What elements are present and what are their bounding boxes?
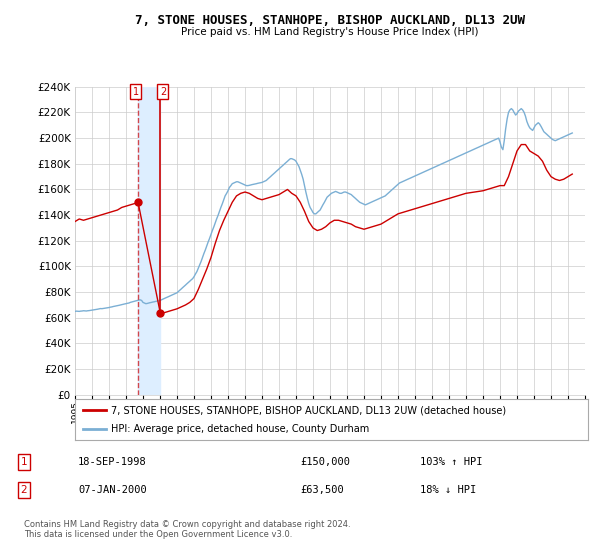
Text: Contains HM Land Registry data © Crown copyright and database right 2024.
This d: Contains HM Land Registry data © Crown c… xyxy=(24,520,350,539)
Text: 2: 2 xyxy=(160,87,166,97)
Text: 2: 2 xyxy=(20,485,28,495)
Text: £63,500: £63,500 xyxy=(300,485,344,495)
Text: 07-JAN-2000: 07-JAN-2000 xyxy=(78,485,147,495)
Text: 18-SEP-1998: 18-SEP-1998 xyxy=(78,457,147,467)
Text: 103% ↑ HPI: 103% ↑ HPI xyxy=(420,457,482,467)
Text: 1: 1 xyxy=(133,87,139,97)
Text: 7, STONE HOUSES, STANHOPE, BISHOP AUCKLAND, DL13 2UW: 7, STONE HOUSES, STANHOPE, BISHOP AUCKLA… xyxy=(135,14,525,27)
Text: 1: 1 xyxy=(20,457,28,467)
Text: 7, STONE HOUSES, STANHOPE, BISHOP AUCKLAND, DL13 2UW (detached house): 7, STONE HOUSES, STANHOPE, BISHOP AUCKLA… xyxy=(111,405,506,415)
Text: Price paid vs. HM Land Registry's House Price Index (HPI): Price paid vs. HM Land Registry's House … xyxy=(181,27,479,37)
Text: HPI: Average price, detached house, County Durham: HPI: Average price, detached house, Coun… xyxy=(111,424,369,433)
Text: 18% ↓ HPI: 18% ↓ HPI xyxy=(420,485,476,495)
Text: £150,000: £150,000 xyxy=(300,457,350,467)
Bar xyxy=(138,87,160,395)
